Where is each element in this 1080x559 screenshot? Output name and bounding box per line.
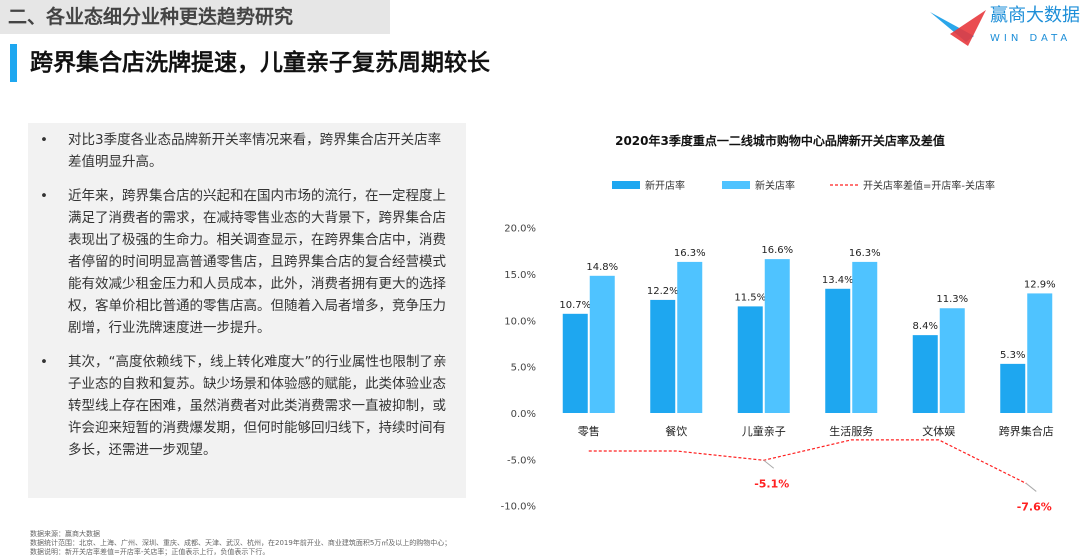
legend-swatch	[612, 181, 640, 189]
legend-swatch	[722, 181, 750, 189]
logo: 赢商大数据 WIN DATA	[928, 6, 1080, 50]
bullet-dot: •	[40, 132, 48, 148]
diff-line	[588, 439, 1027, 484]
footnotes: 数据来源：赢商大数据 数据统计范围：北京、上海、广州、深圳、重庆、成都、天津、武…	[30, 530, 451, 557]
bar-close	[589, 275, 615, 413]
note-explanation: 数据说明：新开关店率差值=开店率-关店率；正值表示上行，负值表示下行。	[30, 548, 270, 556]
page-title: 跨界集合店洗牌提速，儿童亲子复苏周期较长	[30, 50, 490, 76]
bar-data-label: 16.3%	[849, 248, 881, 259]
legend-label: 新开店率	[645, 179, 685, 192]
x-tick-label: 餐饮	[665, 424, 687, 438]
logo-text-en: WIN DATA	[990, 33, 1072, 44]
chart-title: 2020年3季度重点一二线城市购物中心品牌新开关店率及差值	[615, 133, 945, 148]
y-tick-label: 10.0%	[504, 316, 536, 327]
bar-data-label: 11.3%	[936, 294, 968, 305]
title-accent-bar	[10, 44, 17, 82]
bullet-text: 其次，“高度依赖线下，线上转化难度大”的行业属性也限制了亲子业态的自救和复苏。缺…	[68, 354, 447, 458]
note-scope: 数据统计范围：北京、上海、广州、深圳、重庆、成都、天津、武汉、杭州，在2019年…	[30, 539, 452, 547]
x-tick-label: 跨界集合店	[999, 424, 1054, 438]
bar-open	[562, 313, 588, 413]
x-tick-label: 生活服务	[829, 424, 873, 438]
bullet-item: • 其次，“高度依赖线下，线上转化难度大”的行业属性也限制了亲子业态的自救和复苏。…	[40, 351, 454, 461]
bullet-dot: •	[40, 188, 48, 204]
bar-close	[939, 308, 965, 413]
x-tick-label: 文体娱	[922, 424, 955, 438]
leader-line	[763, 459, 775, 469]
bar-close	[852, 261, 878, 413]
bar-open	[912, 335, 938, 413]
bullet-item: • 近年来，跨界集合店的兴起和在国内市场的流行，在一定程度上满足了消费者的需求，在…	[40, 185, 454, 339]
line-data-label: -5.1%	[754, 477, 789, 490]
y-tick-label: 15.0%	[504, 270, 536, 281]
bar-data-label: 12.2%	[647, 286, 679, 297]
bullet-dot: •	[40, 354, 48, 370]
bar-open	[825, 288, 851, 413]
note-source: 数据来源：赢商大数据	[30, 530, 100, 538]
analysis-textbox: • 对比3季度各业态品牌新开关率情况来看，跨界集合店开关店率差值明显升高。 • 近年…	[28, 123, 466, 498]
bar-close	[1027, 293, 1053, 413]
section-title: 二、各业态细分业种更迭趋势研究	[0, 0, 390, 34]
bar-data-label: 10.7%	[559, 300, 591, 311]
y-tick-label: 0.0%	[511, 409, 536, 420]
bar-close	[677, 261, 703, 413]
bar-data-label: 16.3%	[674, 248, 706, 259]
line-data-label: -7.6%	[1017, 500, 1052, 513]
bar-data-label: 16.6%	[761, 245, 793, 256]
y-tick-label: 5.0%	[511, 363, 536, 374]
leader-line	[1025, 483, 1037, 492]
y-tick-label: 20.0%	[504, 224, 536, 235]
legend: 新开店率 新关店率 开关店率差值=开店率-关店率	[612, 179, 995, 192]
bar-open	[1000, 363, 1026, 413]
bar-data-label: 8.4%	[913, 321, 938, 332]
legend-label: 开关店率差值=开店率-关店率	[863, 179, 995, 192]
chart: 2020年3季度重点一二线城市购物中心品牌新开关店率及差值 新开店率 新关店率 开关…	[501, 133, 1056, 514]
bar-data-label: 13.4%	[822, 275, 854, 286]
y-tick-label: -10.0%	[501, 502, 536, 513]
bar-close	[764, 259, 790, 413]
bullet-text: 对比3季度各业态品牌新开关率情况来看，跨界集合店开关店率差值明显升高。	[68, 132, 442, 170]
bullet-item: • 对比3季度各业态品牌新开关率情况来看，跨界集合店开关店率差值明显升高。	[40, 129, 454, 173]
bar-data-label: 12.9%	[1024, 279, 1056, 290]
plot-area: 20.0% 15.0% 10.0% 5.0% 0.0% -5.0% -10.0% 零售 10.7…	[501, 224, 1056, 514]
y-tick-label: -5.0%	[507, 455, 536, 466]
logo-text-cn: 赢商大数据	[990, 5, 1080, 26]
bar-data-label: 5.3%	[1000, 350, 1025, 361]
x-tick-label: 零售	[578, 424, 600, 438]
bullet-text: 近年来，跨界集合店的兴起和在国内市场的流行，在一定程度上满足了消费者的需求，在减…	[68, 188, 446, 336]
bar-open	[737, 306, 763, 413]
bar-data-label: 14.8%	[586, 262, 618, 273]
bar-data-label: 11.5%	[734, 292, 766, 303]
logo-mark-icon	[930, 10, 986, 46]
bar-open	[650, 299, 676, 413]
legend-label: 新关店率	[755, 179, 795, 192]
x-tick-label: 儿童亲子	[742, 424, 786, 438]
